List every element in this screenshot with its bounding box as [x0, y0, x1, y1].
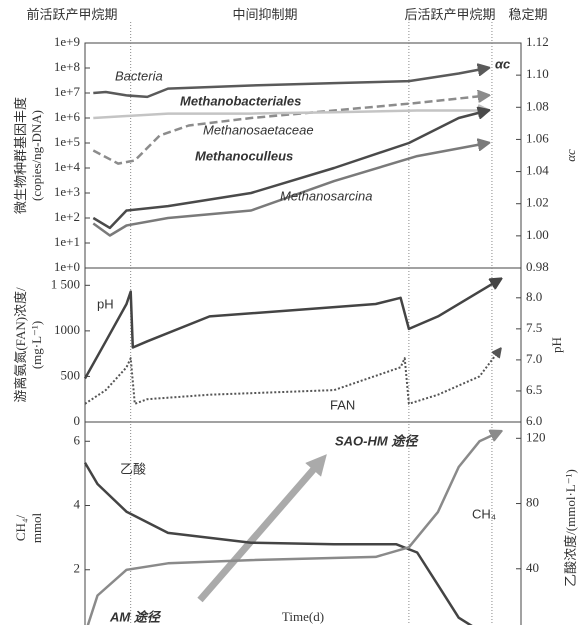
series-label: Methanosarcina [280, 188, 373, 203]
y2-axis-label: αc [563, 149, 578, 162]
series-label: 乙酸 [120, 461, 146, 476]
y2-axis-label: pH [549, 337, 564, 353]
series-line [92, 143, 488, 237]
y-tick-label: 1e+0 [54, 259, 80, 274]
y-tick-label: 1e+9 [54, 34, 80, 49]
y-axis-label: 微生物种群基因丰度 [13, 97, 28, 214]
y2-tick-label: 1.08 [526, 98, 549, 113]
y2-tick-label: 40 [526, 560, 539, 575]
y-tick-label: 1000 [54, 322, 80, 337]
y-axis-label: CH₄/ [13, 515, 28, 542]
phase-label: 后活跃产甲烷期 [404, 7, 495, 22]
y-tick-label: 1e+1 [54, 234, 80, 249]
y-tick-label: 1e+5 [54, 134, 80, 149]
series-label: Methanobacteriales [180, 93, 301, 108]
x-axis-label: Time(d) [282, 609, 324, 624]
y2-tick-label: 1.02 [526, 195, 549, 210]
annotation: AM 途径 [109, 609, 162, 624]
series-label: FAN [330, 397, 355, 412]
y2-tick-label: 7.0 [526, 351, 542, 366]
y-tick-label: 4 [74, 496, 81, 511]
y-tick-label: 0 [74, 413, 81, 428]
y-tick-label: 6 [74, 432, 81, 447]
y-tick-label: 1e+8 [54, 59, 80, 74]
plot-frame [84, 42, 522, 625]
y2-tick-label: 7.5 [526, 320, 542, 335]
y2-tick-label: 120 [526, 429, 546, 444]
series-label: Methanosaetaceae [203, 122, 314, 137]
series-line [92, 95, 488, 165]
y-axis-label: mmol [29, 512, 44, 543]
y-tick-label: 1 500 [51, 276, 80, 291]
y2-tick-label: 80 [526, 495, 539, 510]
pathway-arrow [197, 454, 327, 603]
y-axis-label: (mg·L⁻¹) [29, 321, 44, 369]
series-line [93, 111, 488, 120]
series-line [93, 68, 488, 99]
series-line [83, 462, 473, 625]
phase-label: 前活跃产甲烷期 [26, 7, 117, 22]
y2-tick-label: 0.98 [526, 259, 549, 274]
series-line [86, 432, 500, 625]
annotation: SAO-HM 途径 [335, 433, 419, 448]
series-label: CH₄ [472, 506, 496, 521]
series-line [83, 279, 500, 380]
series-line [92, 111, 488, 230]
y2-tick-label: 8.0 [526, 289, 542, 304]
phase-label: 中间抑制期 [232, 7, 297, 22]
y2-tick-label: 1.06 [526, 130, 549, 145]
y-tick-label: 1e+7 [54, 84, 81, 99]
y-tick-label: 1e+2 [54, 209, 80, 224]
y2-tick-label: 1.04 [526, 163, 549, 178]
y2-tick-label: 6.5 [526, 382, 542, 397]
y2-tick-label: 1.12 [526, 34, 549, 49]
y2-tick-label: 1.00 [526, 227, 549, 242]
series-line [84, 349, 500, 405]
y-tick-label: 1e+4 [54, 159, 81, 174]
y2-axis-label: 乙酸浓度/(mmol·L⁻¹) [563, 469, 578, 587]
series-label: Bacteria [115, 68, 163, 83]
y-axis-label: (copies/ng-DNA) [29, 110, 44, 201]
y2-tick-label: 1.10 [526, 66, 549, 81]
y2-tick-label: 6.0 [526, 413, 542, 428]
y-tick-label: 1e+3 [54, 184, 80, 199]
series-label: pH [97, 296, 114, 311]
y-axis-label: 游离氨氮(FAN)浓度/ [13, 287, 28, 403]
annotation: αc [495, 56, 511, 71]
y-tick-label: 1e+6 [54, 109, 81, 124]
phase-label: 稳定期 [508, 7, 547, 22]
y-tick-label: 2 [74, 561, 81, 576]
y-tick-label: 500 [61, 367, 81, 382]
series-label: Methanoculleus [195, 148, 293, 163]
